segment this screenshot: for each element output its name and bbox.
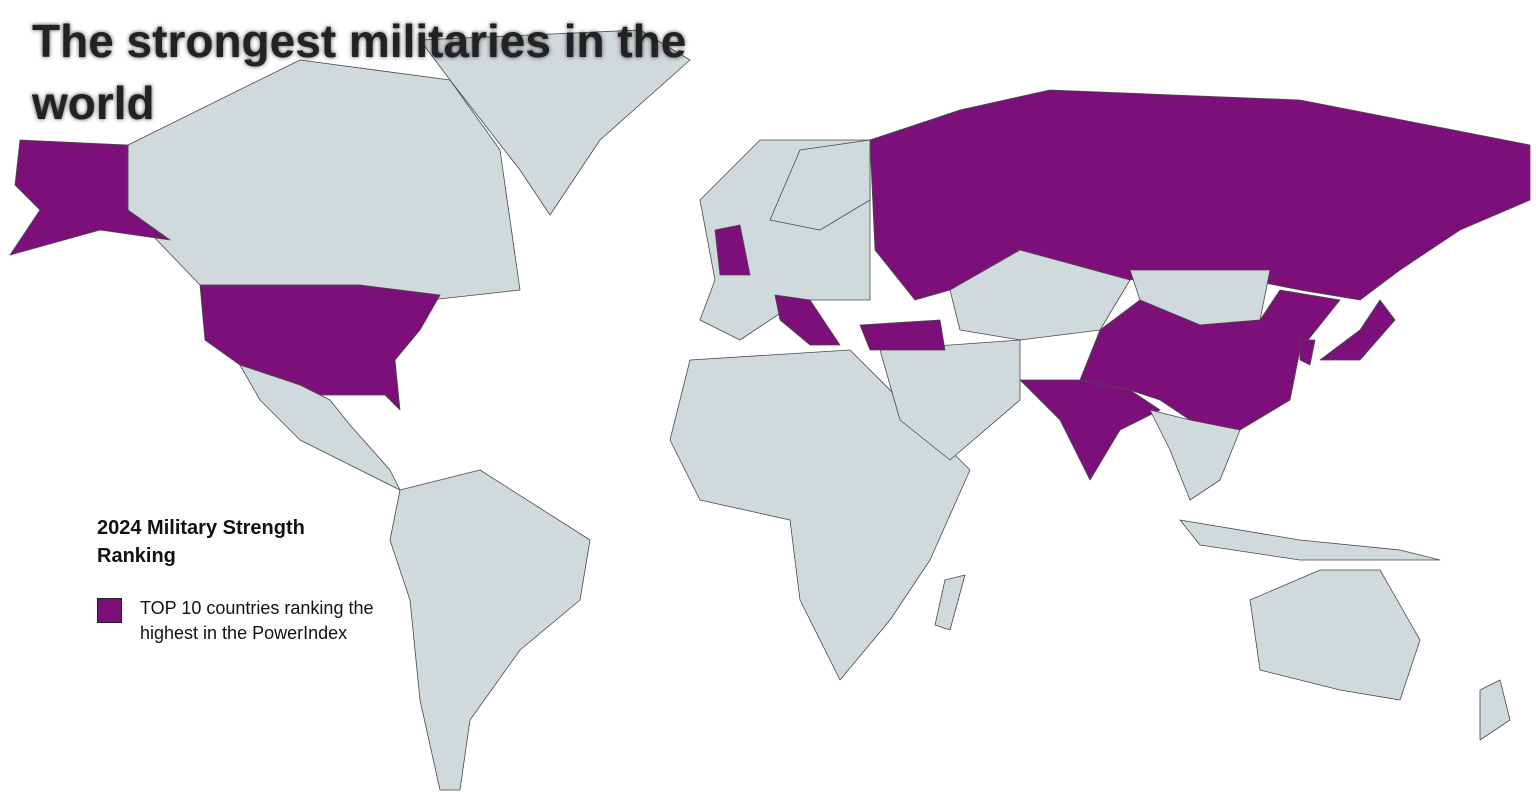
- turkey: [859, 319, 946, 351]
- legend-swatch: [97, 598, 122, 623]
- alaska: [9, 139, 171, 256]
- italy: [774, 294, 841, 346]
- madagascar: [934, 574, 966, 631]
- australia: [1249, 569, 1421, 701]
- new-zealand: [1479, 679, 1511, 741]
- usa: [199, 284, 441, 411]
- title: The strongest militaries in the world: [32, 15, 687, 129]
- middle-east: [879, 339, 1021, 461]
- legend-title: 2024 Military Strength Ranking: [97, 517, 305, 567]
- indonesia: [1179, 519, 1441, 561]
- china: [1079, 289, 1341, 431]
- scandinavia: [769, 139, 871, 231]
- india-pakistan: [1019, 379, 1161, 481]
- uk: [714, 224, 751, 276]
- southeast-asia: [1149, 409, 1241, 501]
- central-america: [239, 364, 401, 491]
- legend-label: TOP 10 countries ranking the highest in …: [140, 598, 374, 643]
- south-korea: [1299, 339, 1316, 366]
- south-america: [389, 469, 591, 791]
- canada: [127, 59, 521, 301]
- japan: [1319, 299, 1396, 361]
- greenland: [419, 29, 691, 216]
- russia: [869, 89, 1531, 301]
